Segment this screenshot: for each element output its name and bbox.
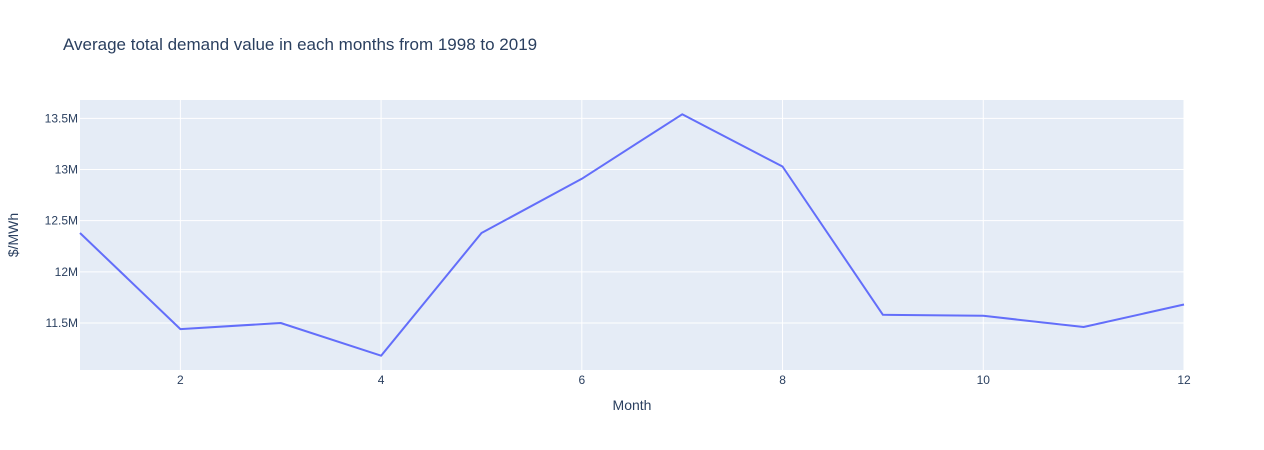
series-line [79,113,1185,357]
x-tick-label: 2 [177,373,184,387]
y-tick-label: 13.5M [45,111,78,125]
series-layer [79,113,1185,357]
x-axis-ticks: 2 4 6 8 10 12 [177,373,1191,387]
x-tick-label: 4 [378,373,385,387]
y-tick-label: 12M [55,265,78,279]
x-tick-label: 12 [1177,373,1191,387]
y-tick-label: 12.5M [45,214,78,228]
y-axis-ticks: 11.5M 12M 12.5M 13M 13.5M [45,111,78,330]
grid [80,100,1185,370]
x-tick-label: 10 [977,373,991,387]
plot-area [80,100,1184,370]
x-axis-label: Month [613,397,652,413]
y-tick-label: 11.5M [46,316,78,330]
x-tick-label: 6 [578,373,585,387]
y-tick-label: 13M [55,163,78,177]
x-tick-label: 8 [779,373,786,387]
y-axis-label: $/MWh [5,213,21,257]
chart-title: Average total demand value in each month… [63,35,537,54]
